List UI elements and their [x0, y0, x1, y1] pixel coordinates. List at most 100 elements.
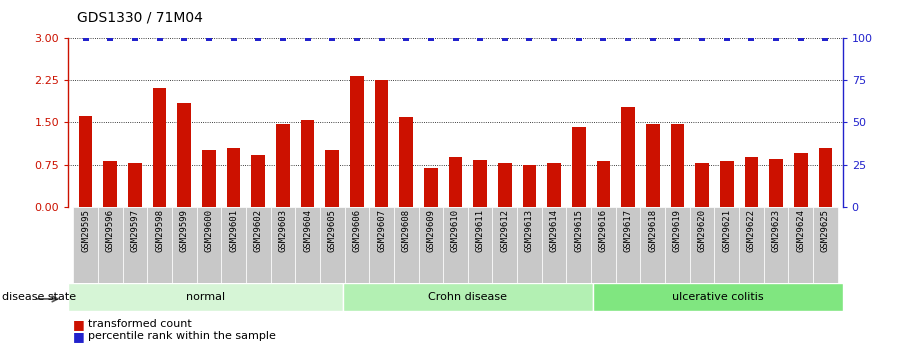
Text: GSM29625: GSM29625: [821, 209, 830, 252]
Bar: [343, 283, 593, 310]
Text: GSM29608: GSM29608: [402, 209, 411, 252]
Bar: [301, 120, 314, 207]
Bar: [73, 207, 97, 283]
Point: [78, 35, 93, 41]
Bar: [517, 207, 542, 283]
Point: [251, 35, 265, 41]
Point: [497, 35, 512, 41]
Bar: [197, 207, 221, 283]
Bar: [369, 207, 394, 283]
Bar: [399, 117, 413, 207]
Text: GSM29617: GSM29617: [624, 209, 632, 252]
Bar: [819, 148, 832, 207]
Bar: [621, 107, 635, 207]
Point: [424, 35, 438, 41]
Bar: [542, 207, 567, 283]
Bar: [695, 163, 709, 207]
Bar: [591, 207, 616, 283]
Bar: [178, 103, 191, 207]
Point: [128, 35, 142, 41]
Bar: [567, 207, 591, 283]
Bar: [616, 207, 640, 283]
Text: GSM29595: GSM29595: [81, 209, 90, 252]
Bar: [394, 207, 418, 283]
Text: GSM29614: GSM29614: [549, 209, 558, 252]
Point: [276, 35, 291, 41]
Bar: [128, 163, 142, 207]
Point: [325, 35, 340, 41]
Bar: [769, 159, 783, 207]
Text: GSM29600: GSM29600: [204, 209, 213, 252]
Text: GSM29601: GSM29601: [229, 209, 238, 252]
Text: GSM29613: GSM29613: [525, 209, 534, 252]
Text: GSM29621: GSM29621: [722, 209, 732, 252]
Text: GSM29607: GSM29607: [377, 209, 386, 252]
Bar: [744, 157, 758, 207]
Bar: [202, 149, 216, 207]
Point: [596, 35, 610, 41]
Bar: [251, 155, 265, 207]
Bar: [474, 160, 487, 207]
Text: ■: ■: [73, 330, 85, 343]
Text: GSM29606: GSM29606: [353, 209, 362, 252]
Text: GSM29597: GSM29597: [130, 209, 139, 252]
Text: GSM29604: GSM29604: [303, 209, 312, 252]
Point: [301, 35, 315, 41]
Text: GSM29622: GSM29622: [747, 209, 756, 252]
Text: GSM29598: GSM29598: [155, 209, 164, 252]
Bar: [794, 154, 807, 207]
Point: [448, 35, 463, 41]
Bar: [325, 149, 339, 207]
Bar: [690, 207, 714, 283]
Bar: [449, 157, 462, 207]
Point: [571, 35, 586, 41]
Text: GSM29596: GSM29596: [106, 209, 115, 252]
Point: [103, 35, 118, 41]
Point: [522, 35, 537, 41]
Bar: [221, 207, 246, 283]
Point: [226, 35, 241, 41]
Point: [152, 35, 167, 41]
Point: [818, 35, 833, 41]
Point: [201, 35, 216, 41]
Text: GSM29618: GSM29618: [649, 209, 658, 252]
Bar: [646, 124, 660, 207]
Bar: [523, 165, 537, 207]
Point: [793, 35, 808, 41]
Bar: [374, 80, 388, 207]
Bar: [123, 207, 148, 283]
Point: [177, 35, 191, 41]
Bar: [640, 207, 665, 283]
Bar: [295, 207, 320, 283]
Bar: [665, 207, 690, 283]
Bar: [246, 207, 271, 283]
Text: GSM29624: GSM29624: [796, 209, 805, 252]
Text: disease state: disease state: [2, 292, 76, 302]
Point: [670, 35, 685, 41]
Text: Crohn disease: Crohn disease: [428, 292, 507, 302]
Bar: [68, 283, 343, 310]
Point: [374, 35, 389, 41]
Bar: [104, 161, 117, 207]
Point: [350, 35, 364, 41]
Bar: [276, 124, 290, 207]
Bar: [572, 127, 586, 207]
Bar: [424, 168, 437, 207]
Text: ■: ■: [73, 318, 85, 331]
Bar: [148, 207, 172, 283]
Bar: [670, 124, 684, 207]
Bar: [350, 76, 363, 207]
Text: GSM29623: GSM29623: [772, 209, 781, 252]
Bar: [720, 161, 733, 207]
Bar: [344, 207, 369, 283]
Bar: [227, 148, 241, 207]
Bar: [498, 163, 512, 207]
Bar: [739, 207, 763, 283]
Bar: [418, 207, 443, 283]
Text: percentile rank within the sample: percentile rank within the sample: [88, 332, 276, 341]
Bar: [548, 163, 561, 207]
Point: [695, 35, 710, 41]
Text: GSM29610: GSM29610: [451, 209, 460, 252]
Text: GSM29616: GSM29616: [599, 209, 608, 252]
Text: GSM29599: GSM29599: [179, 209, 189, 252]
